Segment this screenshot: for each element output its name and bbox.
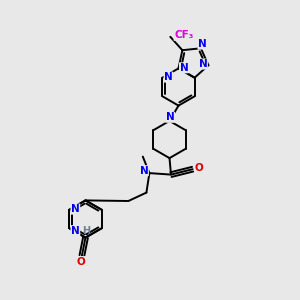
Text: N: N — [179, 63, 188, 73]
Text: CF₃: CF₃ — [174, 30, 194, 40]
Text: N: N — [71, 226, 80, 236]
Text: N: N — [199, 59, 207, 69]
Text: N: N — [71, 204, 80, 214]
Text: H: H — [82, 226, 90, 236]
Text: N: N — [140, 166, 148, 176]
Text: N: N — [166, 112, 175, 122]
Text: O: O — [195, 163, 204, 173]
Text: N: N — [198, 39, 207, 49]
Text: O: O — [77, 256, 86, 267]
Text: N: N — [164, 72, 173, 82]
